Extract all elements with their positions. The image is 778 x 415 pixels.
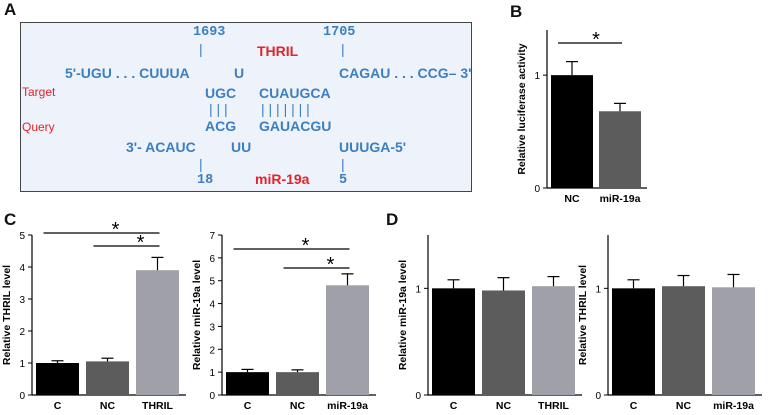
chart-b-significance-star: * bbox=[592, 29, 600, 51]
chart-c-right-ytick-label: 4 bbox=[209, 300, 215, 311]
chart-c-right-ytick-label: 2 bbox=[209, 345, 215, 356]
side-label-query: Query bbox=[22, 120, 55, 134]
chart-c-left-bar bbox=[86, 361, 129, 395]
panel-label-d: D bbox=[386, 210, 399, 229]
chart-d-right-bar bbox=[712, 287, 755, 395]
tick-1693: | bbox=[199, 41, 203, 57]
chart-c-right-ytick-label: 7 bbox=[209, 231, 215, 242]
query-pair-left: ACG bbox=[205, 118, 237, 134]
position-18: 18 bbox=[197, 173, 214, 188]
chart-c-right-ytick-label: 0 bbox=[209, 391, 215, 402]
chart-b-bar bbox=[599, 111, 641, 188]
chart-d-left-bar bbox=[532, 286, 575, 395]
chart-c-left-ytick-label: 3 bbox=[19, 295, 25, 306]
chart-d-right-ytick-label: 0 bbox=[595, 391, 601, 402]
chart-d-right-ylabel: Relative THRIL level bbox=[577, 265, 589, 365]
chart-c-right-significance-star: * bbox=[327, 254, 335, 276]
chart-c-right-ytick-label: 1 bbox=[209, 368, 215, 379]
chart-c-left-significance-star: * bbox=[112, 219, 120, 241]
chart-c-left-ytick-label: 4 bbox=[19, 263, 25, 274]
panel-label-c: C bbox=[4, 210, 17, 229]
chart-d-left-category-label: THRIL bbox=[538, 400, 569, 412]
chart-c-left-ytick-label: 5 bbox=[19, 231, 25, 242]
chart-d-left-ylabel: Relative miR-19a level bbox=[397, 260, 409, 370]
target-pair-left: UGC bbox=[205, 85, 237, 101]
chart-d-left-bar bbox=[482, 290, 525, 395]
chart-c-right-category-label: miR-19a bbox=[327, 400, 368, 412]
chart-c-left-ylabel: Relative THRIL level bbox=[1, 265, 13, 365]
chart-d-left-category-label: NC bbox=[496, 400, 512, 412]
position-5: 5 bbox=[339, 173, 348, 188]
chart-c-left-ytick-label: 0 bbox=[19, 391, 25, 402]
panel-label-b: B bbox=[510, 2, 523, 21]
bonds-left: | | | bbox=[209, 101, 228, 117]
position-1705: 1705 bbox=[323, 25, 356, 40]
chart-c-left-ytick-label: 2 bbox=[19, 327, 25, 338]
target-3prime: CAGAU . . . CCG– 3' bbox=[339, 65, 472, 81]
query-5prime: UUUGA-5' bbox=[339, 139, 407, 155]
chart-b-ylabel: Relative luciferase activity bbox=[516, 43, 528, 174]
tick-1705: | bbox=[341, 41, 345, 57]
bonds-right: | | | | | | | bbox=[261, 101, 310, 117]
chart-c-right-category-label: NC bbox=[290, 400, 306, 412]
chart-b-category-label: NC bbox=[564, 193, 580, 205]
position-1693: 1693 bbox=[193, 25, 226, 40]
chart-b-category-label: miR-19a bbox=[600, 193, 641, 205]
side-label-target: Target bbox=[22, 85, 56, 99]
chart-c-right-ytick-label: 5 bbox=[209, 277, 215, 288]
chart-b-ytick-label: 0 bbox=[534, 184, 540, 195]
chart-c-right-ytick-label: 3 bbox=[209, 322, 215, 333]
chart-d-right-category-label: C bbox=[630, 400, 638, 412]
chart-d-right-bar bbox=[662, 286, 705, 395]
chart-c-left-category-label: C bbox=[54, 400, 62, 412]
chart-d-right-bar bbox=[612, 288, 655, 395]
chart-c-left-category-label: NC bbox=[100, 400, 116, 412]
query-bulge: UU bbox=[231, 139, 252, 155]
tick-18: | bbox=[199, 156, 203, 172]
chart-b-bar bbox=[551, 75, 593, 188]
chart-c-right-ytick-label: 6 bbox=[209, 254, 215, 265]
chart-c-left-significance-star: * bbox=[137, 232, 145, 254]
panel-label-a: A bbox=[4, 0, 17, 19]
query-pair-right: GAUACGU bbox=[259, 118, 332, 134]
chart-d-right-ytick-label: 1 bbox=[595, 284, 601, 295]
chart-d-left-ytick-label: 0 bbox=[415, 391, 421, 402]
chart-c-right-significance-star: * bbox=[302, 235, 310, 257]
target-5prime: 5'-UGU . . . CUUUA bbox=[65, 65, 190, 81]
query-3prime: 3'- ACAUC bbox=[126, 139, 196, 155]
chart-c-left-category-label: THRIL bbox=[142, 400, 173, 412]
tick-5: | bbox=[341, 156, 345, 172]
chart-b-ytick-label: 1 bbox=[534, 71, 540, 82]
target-pair-right: CUAUGCA bbox=[259, 85, 331, 101]
mir-19a-label: miR-19a bbox=[255, 171, 310, 187]
chart-c-right-bar bbox=[326, 285, 369, 395]
chart-d-left-category-label: C bbox=[450, 400, 458, 412]
chart-c-left-ytick-label: 1 bbox=[19, 359, 25, 370]
chart-d-right-category-label: miR-19a bbox=[713, 400, 754, 412]
chart-c-left-bar bbox=[36, 363, 79, 395]
alignment-panel: 1693 1705 | | THRIL 5'-UGU . . . CUUUA U… bbox=[20, 22, 472, 192]
chart-c-left-bar bbox=[136, 270, 179, 395]
chart-c-right-ylabel: Relative miR-19a level bbox=[191, 260, 203, 370]
target-bulge: U bbox=[234, 65, 245, 81]
chart-c-right-category-label: C bbox=[244, 400, 252, 412]
chart-d-left-bar bbox=[432, 288, 475, 395]
chart-d-right-category-label: NC bbox=[676, 400, 692, 412]
chart-c-right-bar bbox=[226, 372, 269, 395]
chart-c-right-bar bbox=[276, 372, 319, 395]
chart-d-left-ytick-label: 1 bbox=[415, 284, 421, 295]
thril-label: THRIL bbox=[257, 43, 299, 59]
